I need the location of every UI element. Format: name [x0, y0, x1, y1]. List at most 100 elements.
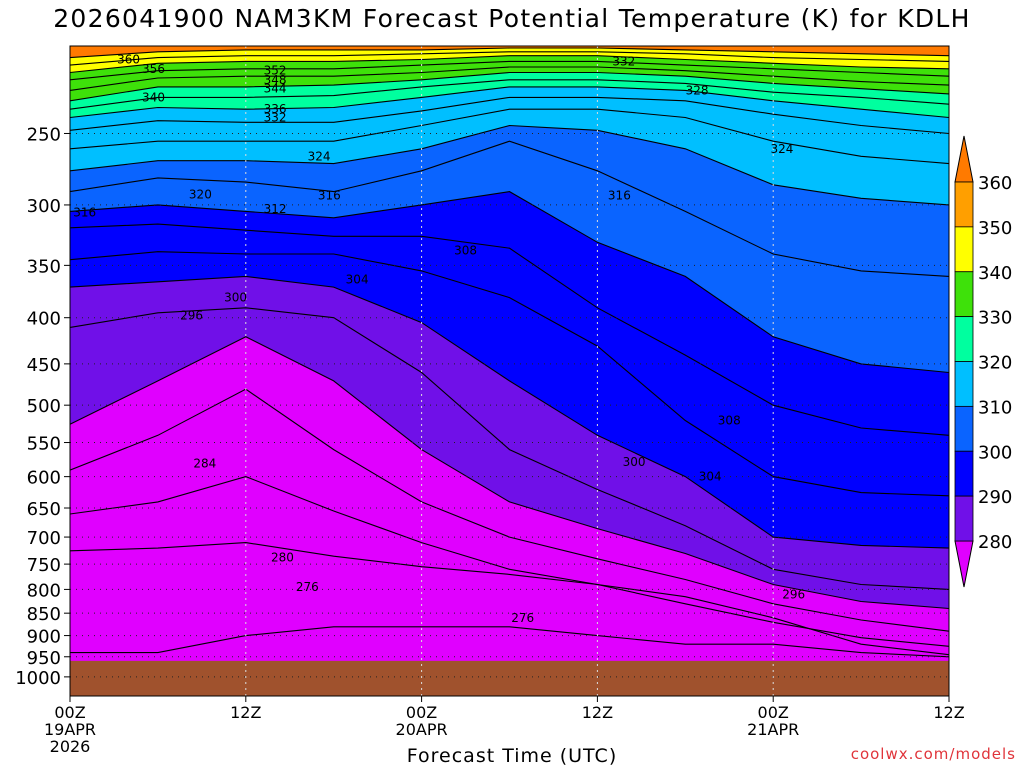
isentrope-300	[70, 275, 949, 549]
surface-fill	[70, 660, 949, 696]
contour-label-9: 328	[686, 83, 709, 97]
contour-label-8: 332	[612, 54, 635, 68]
source-credit: coolwx.com/models	[850, 745, 1016, 763]
colorbar-label-320: 320	[978, 353, 1012, 374]
contour-label-3: 348	[264, 73, 287, 87]
contour-label-27: 276	[511, 611, 534, 625]
x-tick-date-24: 20APR	[396, 720, 448, 739]
isentrope-356	[70, 51, 949, 66]
isentrope-lines	[70, 47, 949, 658]
contour-label-28: 296	[782, 587, 805, 601]
colorbar-label-310: 310	[978, 397, 1012, 418]
y-tick-label-650: 650	[27, 499, 61, 520]
y-tick-label-250: 250	[27, 124, 61, 145]
colorbar-segment-5	[954, 405, 974, 452]
y-tick-label-800: 800	[27, 580, 61, 601]
isentrope-308	[70, 223, 949, 436]
contour-label-15: 316	[73, 206, 96, 220]
contour-label-7: 332	[264, 110, 287, 124]
y-tick-label-750: 750	[27, 555, 61, 576]
isentrope-320	[70, 124, 949, 206]
surface-ground	[70, 660, 949, 696]
contour-label-14: 312	[264, 202, 287, 216]
contour-label-0: 360	[117, 52, 140, 66]
contour-label-12: 320	[189, 187, 212, 201]
colorbar-label-360: 360	[978, 173, 1012, 194]
contour-label-18: 304	[346, 273, 369, 287]
plot-frame	[69, 45, 950, 697]
y-tick-label-550: 550	[27, 434, 61, 455]
contour-label-13: 316	[318, 189, 341, 203]
contour-label-22: 300	[623, 455, 646, 469]
colorbar: 280 290 300 310 320 330 340 350 360	[954, 135, 1012, 588]
isentrope-312	[70, 191, 949, 374]
contour-label-1: 356	[142, 62, 165, 76]
x-tick-label-48: 00Z	[758, 703, 789, 722]
fill-band-360	[70, 46, 949, 58]
contour-label-11: 324	[308, 149, 331, 163]
colorbar-label-340: 340	[978, 263, 1012, 284]
colorbar-segment-6	[954, 450, 974, 497]
y-tick-label-850: 850	[27, 604, 61, 625]
contour-label-19: 300	[224, 291, 247, 305]
x-tick-label-0: 00Z	[54, 703, 85, 722]
isentrope-280	[70, 542, 949, 656]
colorbar-segment-1	[954, 226, 974, 273]
colorbar-label-330: 330	[978, 308, 1012, 329]
isentrope-304	[70, 251, 949, 497]
isentrope-328	[70, 96, 949, 135]
contour-label-2: 352	[264, 64, 287, 78]
contour-label-5: 340	[142, 90, 165, 104]
colorbar-label-290: 290	[978, 487, 1012, 508]
y-tick-label-600: 600	[27, 468, 61, 489]
isentrope-336	[70, 79, 949, 110]
isentrope-348	[70, 60, 949, 81]
x-tick-date-0: 19APR	[44, 720, 96, 739]
x-tick-label-12: 12Z	[230, 703, 261, 722]
isentrope-332	[70, 86, 949, 119]
y-tick-label-1000: 1000	[15, 668, 61, 689]
y-tick-label-400: 400	[27, 309, 61, 330]
colorbar-segment-7	[954, 495, 974, 542]
contour-label-26: 276	[296, 580, 319, 594]
x-tick-label-60: 12Z	[933, 703, 964, 722]
isentrope-284	[70, 476, 949, 647]
x-tick-date-48: 21APR	[747, 720, 799, 739]
isentrope-344	[70, 66, 949, 91]
contour-label-25: 280	[271, 550, 294, 564]
x-tick-year-0: 2026	[50, 737, 91, 756]
y-tick-label-300: 300	[27, 196, 61, 217]
isentrope-276	[70, 626, 949, 658]
isentrope-296	[70, 307, 949, 590]
y-tick-label-700: 700	[27, 528, 61, 549]
colorbar-segment-3	[954, 316, 974, 362]
contour-label-4: 344	[264, 82, 287, 96]
x-axis-label: Forecast Time (UTC)	[406, 745, 618, 767]
isentrope-324	[70, 108, 949, 165]
grid-lines	[70, 46, 949, 696]
colorbar-label-280: 280	[978, 532, 1012, 553]
x-tick-label-36: 12Z	[582, 703, 613, 722]
isentrope-360	[70, 47, 949, 59]
colorbar-arrow-bottom	[954, 540, 974, 588]
colorbar-arrow-top	[954, 135, 974, 183]
isentrope-288	[70, 388, 949, 632]
isentrope-316	[70, 140, 949, 277]
x-tick-label-24: 00Z	[406, 703, 437, 722]
colorbar-label-350: 350	[978, 218, 1012, 239]
contour-label-10: 324	[771, 142, 794, 156]
y-tick-label-950: 950	[27, 648, 61, 669]
colorbar-segment-2	[954, 271, 974, 318]
colorbar-label-300: 300	[978, 442, 1012, 463]
isentrope-340	[70, 71, 949, 102]
isentrope-352	[70, 55, 949, 74]
contour-label-16: 316	[608, 189, 631, 203]
contour-label-20: 296	[180, 309, 203, 323]
contour-label-21: 308	[718, 414, 741, 428]
contour-label-17: 308	[454, 244, 477, 258]
y-tick-label-350: 350	[27, 256, 61, 277]
colorbar-segment-4	[954, 361, 974, 407]
